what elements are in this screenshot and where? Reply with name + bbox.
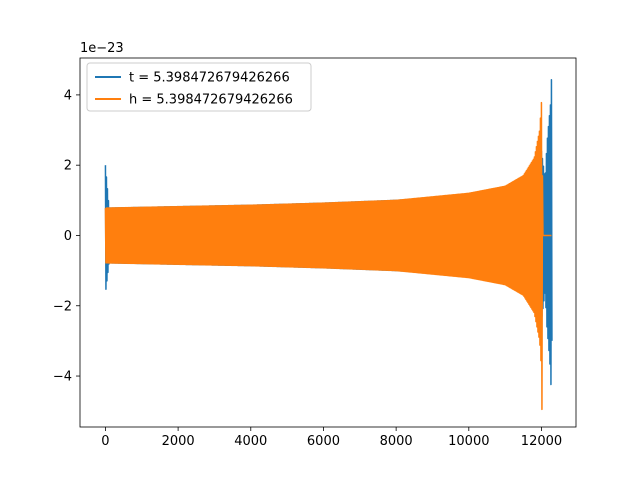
y-tick-label: 2 bbox=[64, 159, 72, 174]
y-tick-label: 4 bbox=[64, 88, 72, 103]
plot-area: 0 2000 4000 6000 8000 10000 12000 −4 −2 0 2 4 bbox=[53, 57, 577, 449]
x-tick-label: 2000 bbox=[162, 434, 195, 449]
y-offset-label: 1e−23 bbox=[80, 41, 124, 56]
y-tick-label: 0 bbox=[64, 229, 72, 244]
x-tick-label: 12000 bbox=[521, 434, 562, 449]
legend-label-1: h = 5.398472679426266 bbox=[129, 93, 293, 108]
legend: t = 5.398472679426266 h = 5.3984726794262… bbox=[86, 62, 312, 112]
y-tick-label: −4 bbox=[53, 370, 72, 385]
x-tick-label: 6000 bbox=[307, 434, 340, 449]
series-group bbox=[104, 79, 553, 411]
x-tick-label: 0 bbox=[101, 434, 109, 449]
x-tick-label: 8000 bbox=[380, 434, 413, 449]
x-tick-label: 10000 bbox=[448, 434, 489, 449]
y-tick-label: −2 bbox=[53, 299, 72, 314]
axes-frame bbox=[79, 57, 577, 428]
series-line-1 bbox=[104, 101, 552, 411]
x-tick-label: 4000 bbox=[234, 434, 267, 449]
legend-box bbox=[86, 62, 312, 112]
legend-label-0: t = 5.398472679426266 bbox=[129, 71, 290, 86]
